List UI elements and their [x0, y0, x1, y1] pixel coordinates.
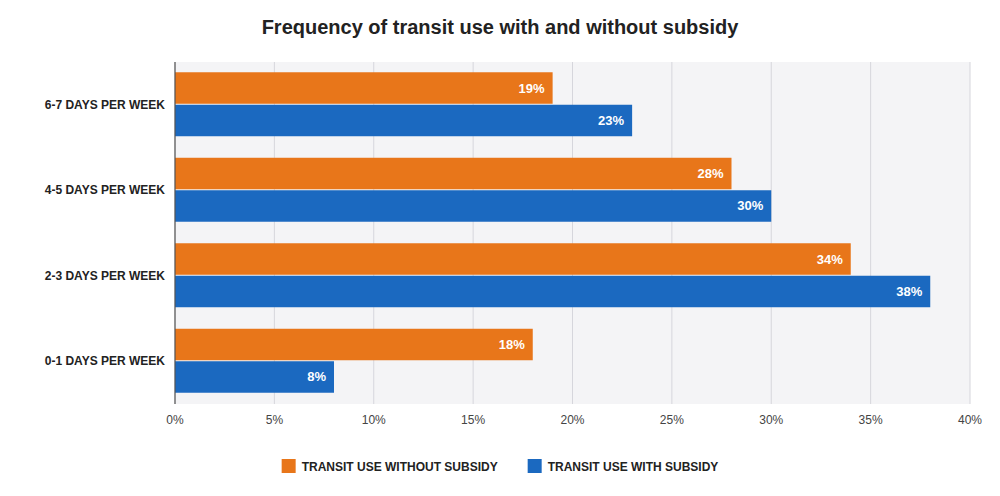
tick-label: 5% [266, 413, 284, 427]
bar [175, 361, 334, 392]
legend-swatch [528, 459, 542, 473]
bar [175, 329, 533, 360]
tick-label: 10% [362, 413, 386, 427]
bar [175, 105, 632, 136]
grid-line [671, 62, 672, 404]
data-label: 18% [499, 337, 525, 352]
plot-area [175, 62, 970, 404]
data-label: 28% [697, 166, 723, 181]
bar [175, 243, 851, 274]
legend-item: TRANSIT USE WITHOUT SUBSIDY [282, 459, 498, 474]
title: Frequency of transit use with and withou… [262, 16, 740, 38]
chart: Frequency of transit use with and withou… [0, 0, 1000, 496]
legend-item: TRANSIT USE WITH SUBSIDY [528, 459, 719, 474]
legend-label: TRANSIT USE WITH SUBSIDY [548, 460, 719, 474]
category-label: 0-1 DAYS PER WEEK [45, 354, 166, 368]
bar [175, 190, 771, 221]
grid-line [970, 62, 971, 404]
tick-label: 40% [958, 413, 982, 427]
data-label: 34% [817, 252, 843, 267]
grid-line [771, 62, 772, 404]
grid-line [175, 62, 176, 404]
data-label: 19% [519, 81, 545, 96]
data-label: 23% [598, 113, 624, 128]
tick-label: 20% [560, 413, 584, 427]
data-labels: 19% 28% 34% 18% 23% 30% 38% 8% [307, 81, 922, 385]
legend: TRANSIT USE WITHOUT SUBSIDY TRANSIT USE W… [282, 459, 719, 474]
legend-swatch [282, 459, 296, 473]
bars [175, 72, 930, 392]
tick-label: 35% [859, 413, 883, 427]
data-label: 30% [737, 198, 763, 213]
grid-line [870, 62, 871, 404]
bar [175, 158, 732, 189]
bar [175, 72, 553, 103]
data-label: 38% [896, 284, 922, 299]
category-label: 4-5 DAYS PER WEEK [45, 183, 166, 197]
legend-label: TRANSIT USE WITHOUT SUBSIDY [302, 460, 498, 474]
grid [175, 62, 970, 404]
tick-label: 0% [166, 413, 184, 427]
category-label: 2-3 DAYS PER WEEK [45, 269, 166, 283]
tick-label: 30% [759, 413, 783, 427]
tick-label: 15% [461, 413, 485, 427]
tick-label: 25% [660, 413, 684, 427]
data-label: 8% [307, 369, 326, 384]
axis-line [174, 62, 175, 404]
bar [175, 276, 930, 307]
category-label: 6-7 DAYS PER WEEK [45, 98, 166, 112]
